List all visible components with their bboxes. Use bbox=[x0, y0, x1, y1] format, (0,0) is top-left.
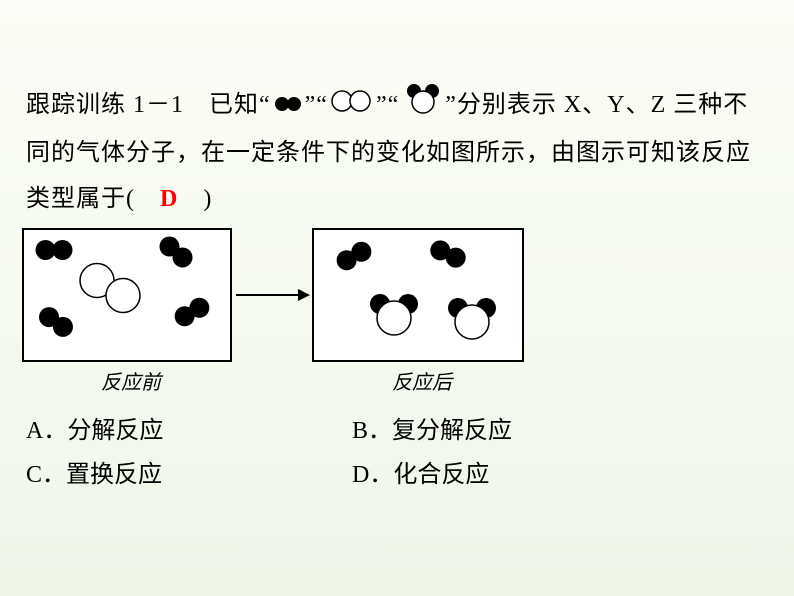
option-c: C．置换反应 bbox=[26, 453, 352, 497]
option-row: A．分解反应 B．复分解反应 bbox=[26, 409, 768, 453]
diagram-labels: 反应前 反应后 bbox=[26, 366, 768, 395]
options-block: A．分解反应 B．复分解反应 C．置换反应 D．化合反应 bbox=[26, 409, 768, 497]
molecule-z-icon bbox=[401, 82, 443, 130]
text-mid2: ”“ bbox=[376, 92, 399, 118]
text-mid1: ”“ bbox=[305, 92, 328, 118]
text-close: ) bbox=[178, 186, 212, 212]
after-svg bbox=[314, 230, 522, 360]
before-box bbox=[22, 228, 232, 362]
question-text: 跟踪训练 1－1 已知“”“”“”分别表示 X、Y、Z 三种不同的气体分子，在一… bbox=[26, 82, 768, 222]
question-block: 跟踪训练 1－1 已知“”“”“”分别表示 X、Y、Z 三种不同的气体分子，在一… bbox=[0, 0, 794, 497]
before-svg bbox=[24, 230, 230, 360]
text-prefix: 跟踪训练 1－1 已知“ bbox=[26, 92, 271, 118]
option-d: D．化合反应 bbox=[352, 453, 768, 497]
after-label: 反应后 bbox=[316, 366, 528, 395]
molecule-x-icon bbox=[273, 83, 303, 129]
option-row: C．置换反应 D．化合反应 bbox=[26, 453, 768, 497]
molecule-y-icon bbox=[330, 83, 374, 129]
arrow-icon bbox=[232, 283, 312, 307]
reaction-diagram bbox=[22, 228, 768, 362]
after-box bbox=[312, 228, 524, 362]
before-label: 反应前 bbox=[26, 366, 236, 395]
option-a: A．分解反应 bbox=[26, 409, 352, 453]
answer-letter: D bbox=[160, 186, 178, 212]
option-b: B．复分解反应 bbox=[352, 409, 768, 453]
